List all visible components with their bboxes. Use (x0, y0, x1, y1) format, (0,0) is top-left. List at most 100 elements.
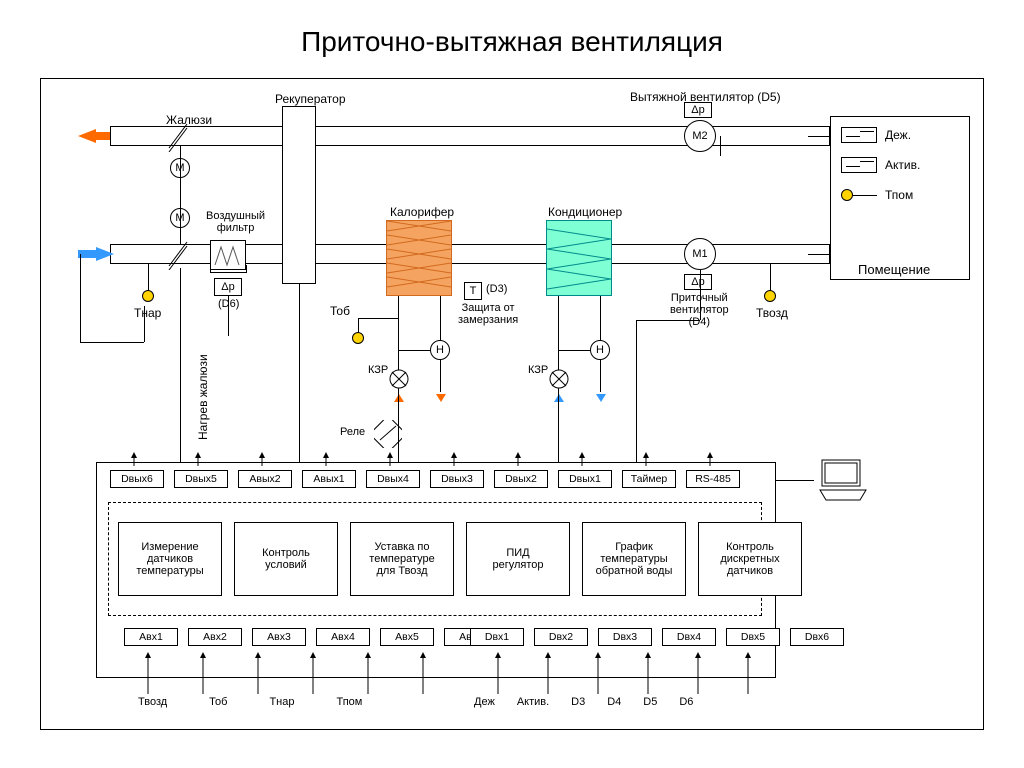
t-sensor-box: T (464, 282, 482, 300)
label-tret: Тоб (330, 304, 350, 318)
io-label: Тоб (209, 696, 227, 708)
tret-bulb (352, 332, 364, 344)
fan-m1: M1 (684, 238, 716, 270)
tout-bulb (142, 290, 154, 302)
io-label: Твозд (138, 696, 167, 708)
io-box: Таймер (622, 470, 676, 488)
label-d3: (D3) (486, 283, 507, 295)
computer-icon (816, 456, 870, 504)
label-kzr-2: КЗР (528, 364, 548, 376)
io-label: D6 (679, 696, 693, 708)
controller-bottom-labels-a: Твозд Тоб Тнар Тпом (138, 696, 362, 708)
heater-out-tri (436, 394, 446, 402)
arrow-out-icon (78, 129, 96, 143)
io-box: Контроль условий (234, 522, 338, 596)
io-label: D5 (643, 696, 657, 708)
heater-in-tri (394, 394, 404, 402)
tret-line (358, 318, 398, 319)
controller-bottom-d: Dвх1Dвх2Dвх3Dвх4Dвх5Dвх6 (470, 628, 844, 646)
dp-filter-r (246, 265, 247, 273)
controller-bottom-labels-d: ДежАктив.D3D4D5D6 (474, 696, 693, 708)
label-tair: Твозд (756, 306, 788, 320)
label-recuperator: Рекуператор (275, 92, 346, 106)
io-box: Dвх1 (470, 628, 524, 646)
lwire-left-v2 (144, 306, 145, 342)
switch-icon (841, 157, 877, 173)
rs485-line (776, 480, 814, 481)
io-label: Тпом (336, 696, 362, 708)
io-box: Dвых3 (430, 470, 484, 488)
recuperator (282, 106, 316, 284)
io-label: Деж (474, 696, 495, 708)
io-box: Измерение датчиков температуры (118, 522, 222, 596)
dp-filter-brace (210, 272, 246, 273)
io-box: Aвх5 (380, 628, 434, 646)
damper-top-icon (166, 120, 190, 152)
io-box: Aвых2 (238, 470, 292, 488)
io-box: Dвх3 (598, 628, 652, 646)
io-box: Dвых4 (366, 470, 420, 488)
fan-m2: M2 (684, 120, 716, 152)
label-air-filter: Воздушный фильтр (206, 210, 265, 234)
io-box: Dвых2 (494, 470, 548, 488)
io-box: Dвых1 (558, 470, 612, 488)
motor-link (180, 146, 181, 244)
dp-filter: Δp (214, 278, 242, 296)
io-box: Dвх5 (726, 628, 780, 646)
kzr-valve-1 (388, 368, 410, 390)
wire-recup (299, 284, 300, 462)
io-box: Aвых1 (302, 470, 356, 488)
tair-bulb (764, 290, 776, 302)
exhaust-duct (110, 126, 830, 146)
io-label: D3 (571, 696, 585, 708)
io-box: RS-485 (686, 470, 740, 488)
arrow-in-icon (96, 247, 114, 261)
kzr-valve-2 (548, 368, 570, 390)
lwire-left-h (80, 342, 144, 343)
io-box: Aвх4 (316, 628, 370, 646)
heater (386, 220, 452, 296)
label-relay: Реле (340, 426, 365, 438)
io-box: Dвых6 (110, 470, 164, 488)
room-troom-label: Тпом (885, 188, 913, 202)
heater-pump: Н (430, 340, 450, 360)
io-label: Тнар (269, 696, 294, 708)
controller-top-row: Dвых6 Dвых5 Aвых2 Aвых1 Dвых4 Dвых3 Dвых2 Dвых1… (110, 470, 740, 488)
io-box: Dвх2 (534, 628, 588, 646)
label-freeze: Защита от замерзания (458, 302, 518, 326)
io-box: Dвых5 (174, 470, 228, 488)
label-room: Помещение (858, 262, 930, 277)
io-box: Aвх2 (188, 628, 242, 646)
heat-damper-wire (180, 268, 181, 462)
room-active: Актив. (841, 157, 920, 173)
room-troom: Тпом (841, 187, 913, 203)
room-standby: Деж. (841, 127, 911, 143)
wire-m1c (636, 320, 637, 462)
troom-sensor-icon (841, 187, 877, 203)
arrow-out-stem (96, 132, 110, 140)
dp-m1: Δp (684, 274, 712, 290)
duct-to-room-top (808, 136, 830, 137)
io-box: ПИД регулятор (466, 522, 570, 596)
wire-m1 (700, 270, 701, 320)
wire-m1b (636, 320, 700, 321)
controller-bottom-a: Aвх1Aвх2Aвх3Aвх4Aвх5Aвх6 (124, 628, 498, 646)
duct-to-room-bot (808, 254, 830, 255)
lwire-left (80, 254, 81, 342)
ctl-bottom-arrows (120, 650, 780, 696)
io-label: Актив. (517, 696, 549, 708)
label-cooler: Кондиционер (548, 205, 622, 219)
tair-stem (770, 264, 771, 292)
dp-m2: Δp (684, 102, 712, 118)
room: Деж. Актив. Тпом (830, 116, 970, 280)
io-box: Aвх1 (124, 628, 178, 646)
io-box: Dвх6 (790, 628, 844, 646)
room-standby-label: Деж. (885, 128, 911, 142)
wire-d6-down (228, 296, 229, 336)
label-heat-damper: Нагрев жалюзи (196, 354, 210, 440)
label-heater: Калорифер (390, 205, 454, 219)
dp-filter-l (210, 265, 211, 273)
cooler-in-tri (554, 394, 564, 402)
controller-functions: Измерение датчиков температурыКонтроль у… (118, 522, 802, 596)
air-filter (210, 240, 246, 270)
